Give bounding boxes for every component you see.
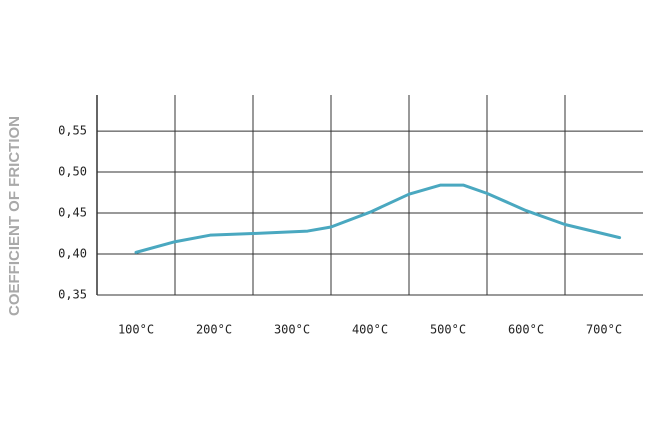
data-line xyxy=(134,183,622,254)
y-axis-label: COEFFICIENT OF FRICTION xyxy=(6,116,23,316)
y-tick-label: 0,40 xyxy=(58,247,87,261)
y-tick-label: 0,45 xyxy=(58,206,87,220)
y-tick-label: 0,50 xyxy=(58,165,87,179)
x-tick-label: 200°C xyxy=(196,323,232,337)
x-tick-label: 600°C xyxy=(508,323,544,337)
y-tick-label: 0,35 xyxy=(58,288,87,302)
x-tick-label: 400°C xyxy=(352,323,388,337)
x-tick-label: 300°C xyxy=(274,323,310,337)
x-tick-label: 500°C xyxy=(430,323,466,337)
y-tick-label: 0,55 xyxy=(58,124,87,138)
x-tick-label: 100°C xyxy=(118,323,154,337)
x-tick-label: 700°C xyxy=(586,323,622,337)
